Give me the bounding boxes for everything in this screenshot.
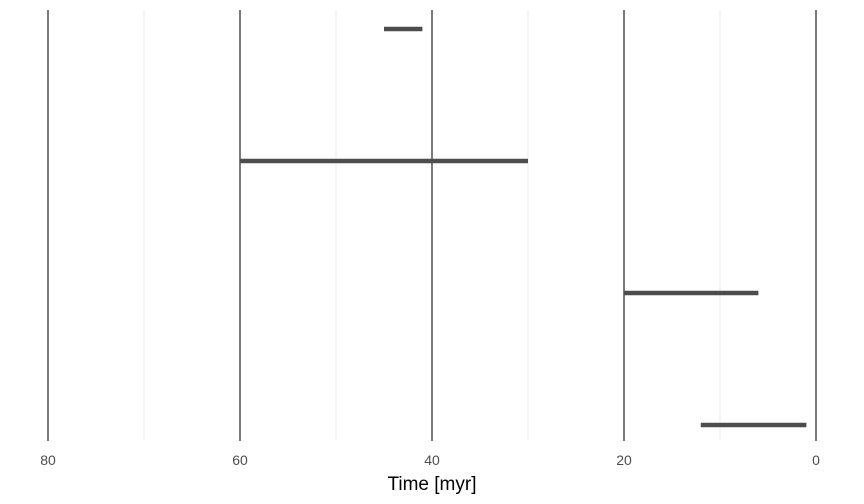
x-axis-title: Time [myr] (387, 474, 476, 495)
gridlines (143, 10, 721, 441)
x-tick-label: 0 (812, 452, 820, 468)
x-axis-ticks: 80 60 40 20 0 (40, 452, 820, 468)
x-tick-label: 40 (424, 452, 440, 468)
reference-lines (47, 10, 817, 441)
range-bars (240, 26, 807, 428)
x-tick-label: 20 (616, 452, 632, 468)
x-tick-label: 80 (40, 452, 56, 468)
x-tick-label: 60 (232, 452, 248, 468)
